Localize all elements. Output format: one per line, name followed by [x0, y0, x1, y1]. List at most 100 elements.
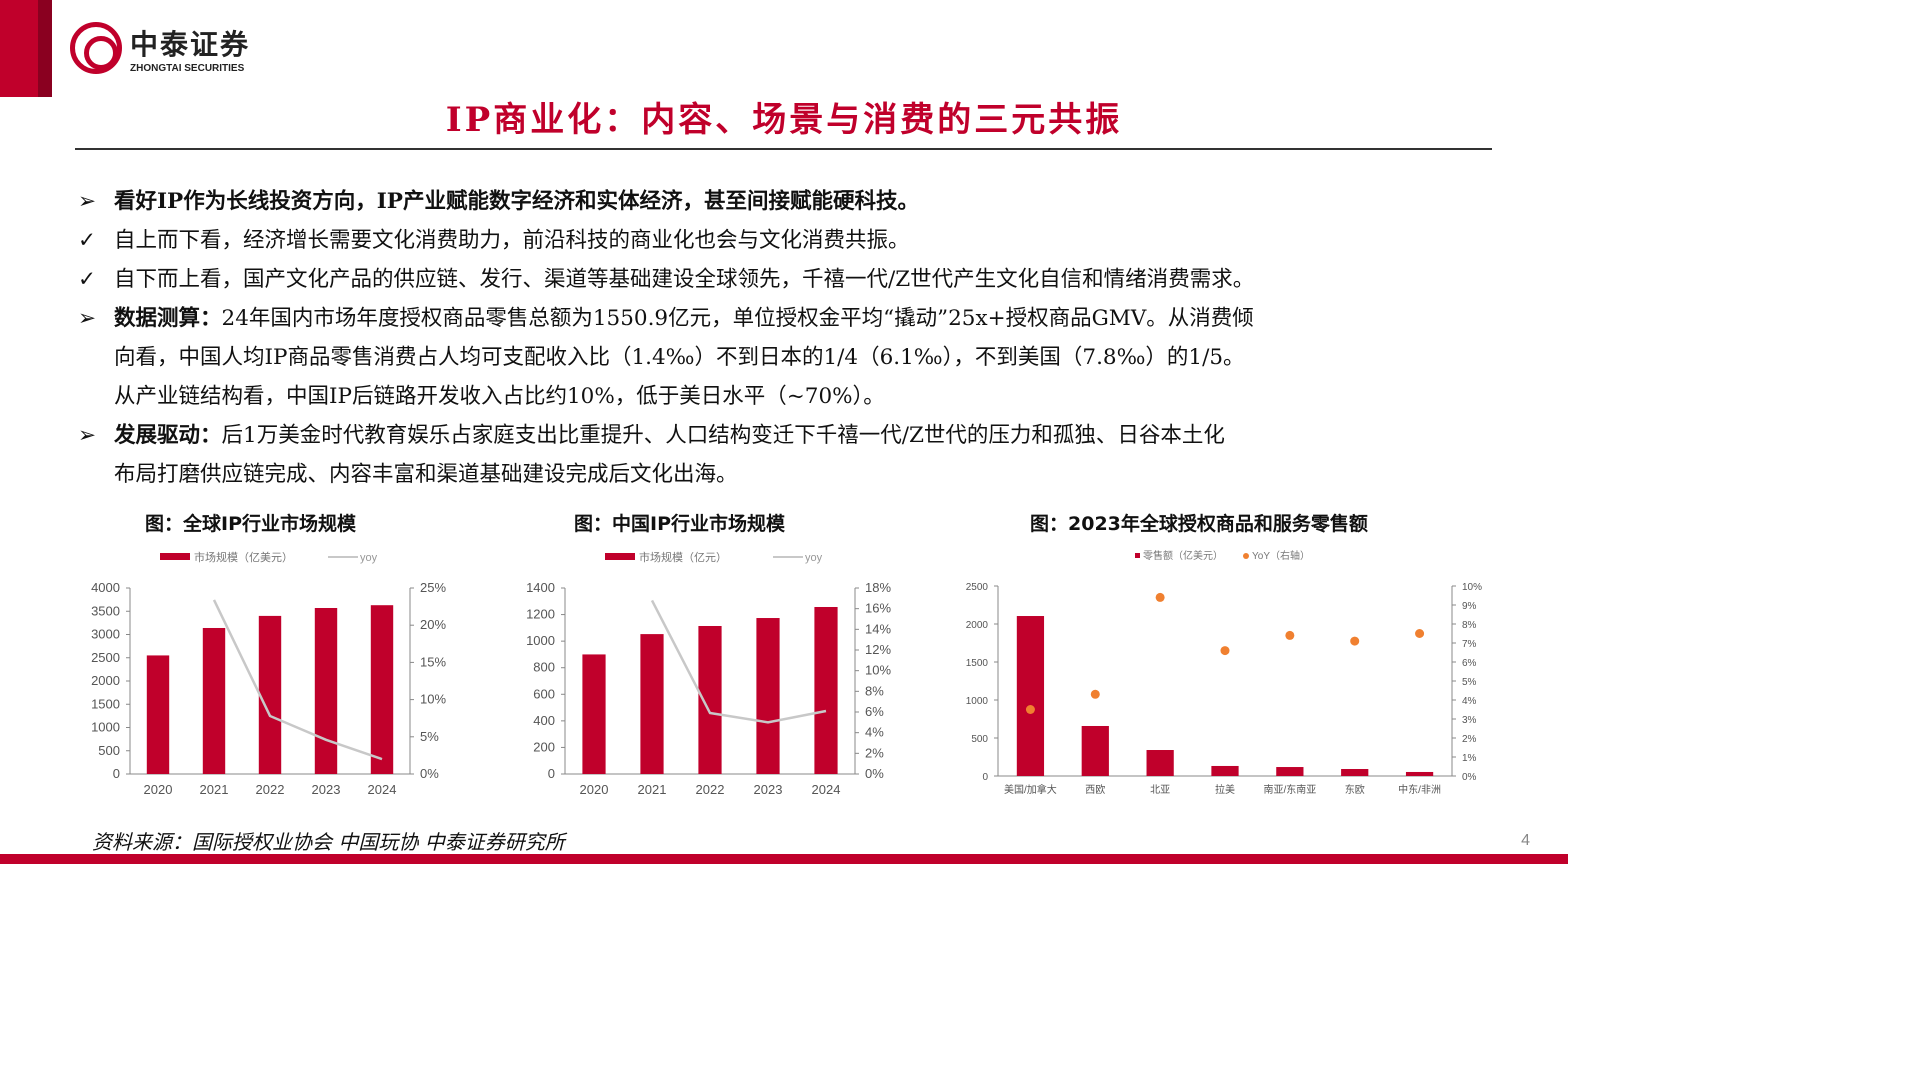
y2-tick-label: 10% [865, 663, 891, 678]
y-tick-label: 0 [548, 766, 555, 781]
bar [640, 634, 664, 774]
y-tick-label: 600 [533, 686, 555, 701]
footer-bar [0, 854, 1568, 864]
x-tick-label: 2022 [256, 782, 285, 797]
bullet-continuation: 从产业链结构看，中国IP后链路开发收入占比约10%，低于美日水平（~70%）。 [114, 384, 885, 409]
y2-tick-label: 3% [1462, 715, 1477, 726]
y2-tick-label: 12% [865, 642, 891, 657]
y-tick-label: 800 [533, 660, 555, 675]
x-tick-label: 拉美 [1215, 783, 1235, 796]
y2-tick-label: 18% [865, 580, 891, 595]
y-tick-label: 1500 [966, 658, 989, 669]
bar [1016, 616, 1045, 776]
y2-tick-label: 8% [865, 683, 884, 698]
bullet-text: 24年国内市场年度授权商品零售总额为1550.9亿元，单位授权金平均“撬动”25… [221, 306, 1254, 331]
y2-tick-label: 0% [865, 766, 884, 781]
bullet-marker: ➢ [78, 423, 97, 448]
x-tick-label: 西欧 [1085, 784, 1105, 796]
bullet-continuation: 向看，中国人均IP商品零售消费占人均可支配收入比（1.4‰）不到日本的1/4（6… [114, 345, 1245, 370]
divider [75, 148, 1492, 150]
bar [814, 606, 838, 774]
bar [146, 655, 170, 774]
legend-label: 市场规模（亿美元） [194, 550, 293, 564]
x-tick-label: 2021 [638, 782, 667, 797]
x-tick-label: 北亚 [1150, 784, 1170, 796]
bar [1146, 750, 1174, 776]
y-tick-label: 3000 [91, 627, 120, 642]
corner-decoration [0, 0, 52, 97]
legend-label: YoY（右轴） [1252, 549, 1310, 562]
bar [1341, 769, 1369, 776]
x-tick-label: 2022 [696, 782, 725, 797]
yoy-point [1415, 629, 1425, 638]
legend-label: yoy [360, 552, 378, 564]
x-tick-label: 2020 [580, 782, 609, 797]
y-tick-label: 4000 [91, 580, 120, 595]
x-tick-label: 南亚/东南亚 [1263, 783, 1316, 796]
y-tick-label: 3500 [91, 603, 120, 618]
y2-tick-label: 0% [1462, 772, 1477, 783]
y-tick-label: 2000 [91, 673, 120, 688]
bar [314, 607, 338, 774]
bullet-item: ➢ 看好IP作为长线投资方向，IP产业赋能数字经济和实体经济，甚至间接赋能硬科技。 [78, 182, 1518, 221]
y-tick-label: 400 [533, 713, 555, 728]
y2-tick-label: 10% [420, 692, 446, 707]
bullet-marker: ✓ [78, 267, 97, 292]
bar [582, 654, 606, 774]
y2-tick-label: 2% [865, 745, 884, 760]
bullet-lead: 看好IP作为长线投资方向，IP产业赋能数字经济和实体经济，甚至间接赋能硬科技。 [114, 189, 919, 214]
y2-tick-label: 7% [1462, 639, 1477, 650]
bar [202, 627, 226, 774]
page-title: IP商业化：内容、场景与消费的三元共振 [445, 100, 1123, 140]
x-tick-label: 2024 [368, 782, 397, 797]
bullet-text: 自上而下看，经济增长需要文化消费助力，前沿科技的商业化也会与文化消费共振。 [114, 228, 910, 253]
yoy-point [1155, 592, 1165, 602]
x-tick-label: 2024 [812, 782, 841, 797]
legend-label: 零售额（亿美元） [1143, 549, 1223, 562]
x-tick-label: 2021 [200, 782, 229, 797]
bar [1405, 771, 1434, 776]
y-tick-label: 1000 [91, 720, 120, 735]
yoy-point [1285, 630, 1295, 640]
y2-tick-label: 25% [420, 580, 446, 595]
y2-tick-label: 1% [1462, 753, 1477, 764]
x-tick-label: 美国/加拿大 [1004, 783, 1057, 796]
bullet-marker: ✓ [78, 228, 97, 253]
yoy-line [212, 599, 383, 761]
x-tick-label: 2020 [144, 782, 173, 797]
logo-en: ZHONGTAI SECURITIES [130, 62, 245, 74]
legend-label: 市场规模（亿元） [639, 550, 727, 564]
yoy-line [650, 599, 827, 724]
source-note: 资料来源：国际授权业协会 中国玩协 中泰证券研究所 [92, 830, 565, 854]
bullet-list: ➢ 看好IP作为长线投资方向，IP产业赋能数字经济和实体经济，甚至间接赋能硬科技。… [78, 182, 1518, 494]
logo-icon [70, 22, 122, 74]
yoy-point [1220, 646, 1230, 656]
y-tick-label: 0 [982, 772, 988, 783]
bar [1211, 765, 1239, 776]
bar [698, 625, 722, 774]
bullet-continuation: 布局打磨供应链完成、内容丰富和渠道基础建设完成后文化出海。 [114, 462, 738, 487]
y-tick-label: 1000 [966, 696, 989, 707]
bullet-lead: 数据测算： [114, 306, 222, 331]
y-tick-label: 2500 [91, 650, 120, 665]
yoy-point [1090, 689, 1100, 699]
chart-china-ip: 0 200 400 600 800 1000 1200 1400 0% 2% 4% 6% 8% 10% 12… [526, 550, 891, 797]
y-tick-label: 1000 [526, 633, 555, 648]
page-number: 4 [1521, 832, 1530, 849]
y2-tick-label: 10% [1462, 582, 1482, 593]
y2-tick-label: 2% [1462, 734, 1477, 745]
chart-retail-2023: 0 500 1000 1500 2000 2500 0% 1% 2% 3% 4% 5% 6% 7% 8% 9%… [966, 549, 1482, 796]
x-tick-label: 东欧 [1345, 783, 1365, 796]
y2-tick-label: 6% [1462, 658, 1477, 669]
y-tick-label: 500 [971, 734, 988, 745]
yoy-point [1025, 705, 1035, 714]
bullet-item: ➢ 发展驱动：后1万美金时代教育娱乐占家庭支出比重提升、人口结构变迁下千禧一代/Z… [78, 416, 1518, 455]
x-tick-label: 2023 [312, 782, 341, 797]
y-tick-label: 2500 [966, 582, 989, 593]
y-tick-label: 1500 [91, 696, 120, 711]
y2-tick-label: 6% [865, 704, 884, 719]
y2-tick-label: 15% [420, 654, 446, 669]
logo-cn: 中泰证券 [130, 27, 251, 61]
bullet-marker: ➢ [78, 306, 97, 331]
y2-tick-label: 4% [865, 725, 884, 740]
